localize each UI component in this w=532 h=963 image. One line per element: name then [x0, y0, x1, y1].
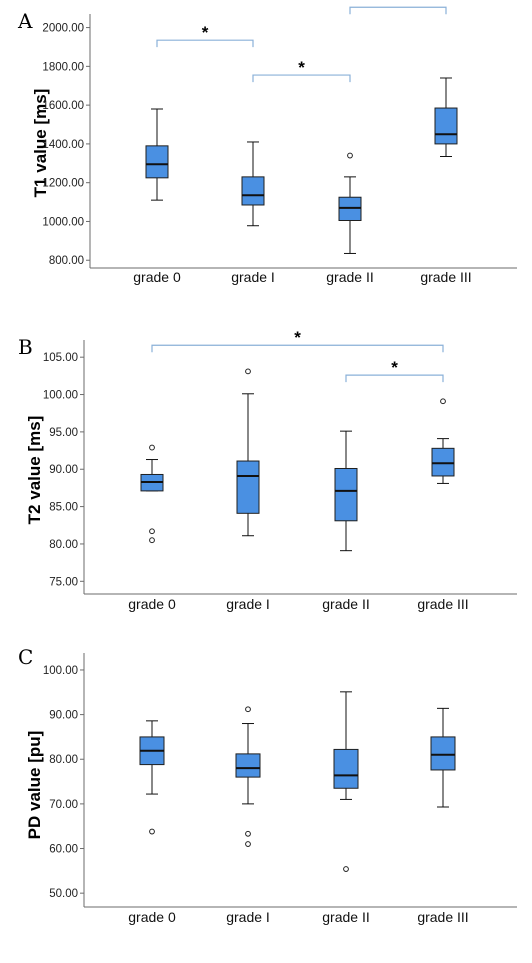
y-tick-label: 85.00 [49, 502, 78, 514]
outlier-point [149, 537, 155, 544]
x-tick-label: grade I [231, 269, 275, 285]
significance-star: * [395, 0, 402, 9]
significance-star: * [391, 358, 398, 377]
box-iqr [333, 748, 359, 789]
y-tick-label: 1200.00 [42, 178, 84, 190]
panel-a: A T1 value [ms] 800.00 1000.00 1200.00 1400… [17, 0, 517, 285]
x-tick-label: grade I [226, 909, 270, 925]
x-tick-label: grade II [326, 269, 373, 285]
y-tick-label: 50.00 [49, 888, 78, 900]
y-tick-label: 1600.00 [42, 100, 84, 112]
outlier-point [440, 398, 446, 405]
x-tick-label: grade 0 [128, 909, 176, 925]
box-iqr [434, 107, 458, 145]
y-axis-label-b: T2 value [ms] [25, 416, 44, 525]
y-tick-label: 95.00 [49, 427, 78, 439]
box-iqr [334, 467, 358, 522]
x-tick-label: grade III [417, 596, 468, 612]
significance-bracket [349, 6, 447, 15]
outlier-point [245, 830, 251, 837]
y-tick-label: 90.00 [49, 710, 78, 722]
outlier-point [343, 866, 349, 872]
x-tick-label: grade II [322, 909, 369, 925]
significance-bracket [156, 39, 254, 48]
box-iqr [235, 753, 261, 778]
plot-a: 800.00 1000.00 1200.00 1400.00 1600.00 1800.0… [42, 0, 517, 285]
panel-letter-c: C [18, 645, 33, 669]
box-iqr [430, 736, 456, 771]
outlier-point [149, 444, 155, 451]
y-axis-label-a: T1 value [ms] [31, 89, 50, 198]
x-tick-label: grade II [322, 596, 369, 612]
outlier-point [347, 152, 353, 159]
panel-letter-a: A [17, 9, 33, 33]
y-tick-label: 1000.00 [42, 216, 84, 228]
significance-bracket [345, 374, 444, 383]
y-tick-label: 800.00 [49, 255, 84, 267]
significance-bracket [252, 74, 351, 83]
plot-b: 75.00 80.00 85.00 90.00 95.00 100.00 105.00 gra… [43, 328, 517, 612]
significance-bracket [151, 344, 444, 353]
x-tick-label: grade 0 [133, 269, 181, 285]
y-tick-label: 2000.00 [42, 23, 84, 35]
y-axis-label-c: PD value [pu] [25, 731, 44, 840]
panel-letter-b: B [18, 335, 33, 359]
y-tick-label: 80.00 [49, 539, 78, 551]
y-tick-label: 90.00 [49, 464, 78, 476]
panel-b: B T2 value [ms] 75.00 80.00 85.00 90.00 95.0… [18, 328, 517, 612]
significance-star: * [294, 328, 301, 347]
outlier-point [245, 368, 251, 375]
y-tick-label: 100.00 [43, 665, 78, 677]
y-tick-label: 70.00 [49, 799, 78, 811]
significance-star: * [298, 58, 305, 77]
outlier-point [149, 528, 155, 535]
x-tick-label: grade III [420, 269, 471, 285]
x-tick-label: grade I [226, 596, 270, 612]
box-iqr [236, 460, 260, 514]
y-tick-label: 1400.00 [42, 139, 84, 151]
significance-star: * [202, 23, 209, 42]
panel-c: C PD value [pu] 50.00 60.00 70.00 80.00 90.0… [18, 645, 517, 925]
y-tick-label: 100.00 [43, 390, 78, 402]
y-tick-label: 75.00 [49, 576, 78, 588]
outlier-point [245, 706, 251, 713]
x-tick-label: grade III [417, 909, 468, 925]
y-tick-label: 105.00 [43, 352, 78, 364]
y-tick-label: 60.00 [49, 844, 78, 856]
outlier-point [245, 841, 251, 847]
box-iqr [431, 447, 455, 477]
x-tick-label: grade 0 [128, 596, 176, 612]
y-tick-label: 80.00 [49, 754, 78, 766]
box-iqr [145, 145, 169, 179]
box-iqr [241, 176, 265, 206]
outlier-point [149, 828, 155, 835]
plot-c: 50.00 60.00 70.00 80.00 90.00 100.00 grade 0 gr… [43, 653, 517, 925]
y-tick-label: 1800.00 [42, 61, 84, 73]
